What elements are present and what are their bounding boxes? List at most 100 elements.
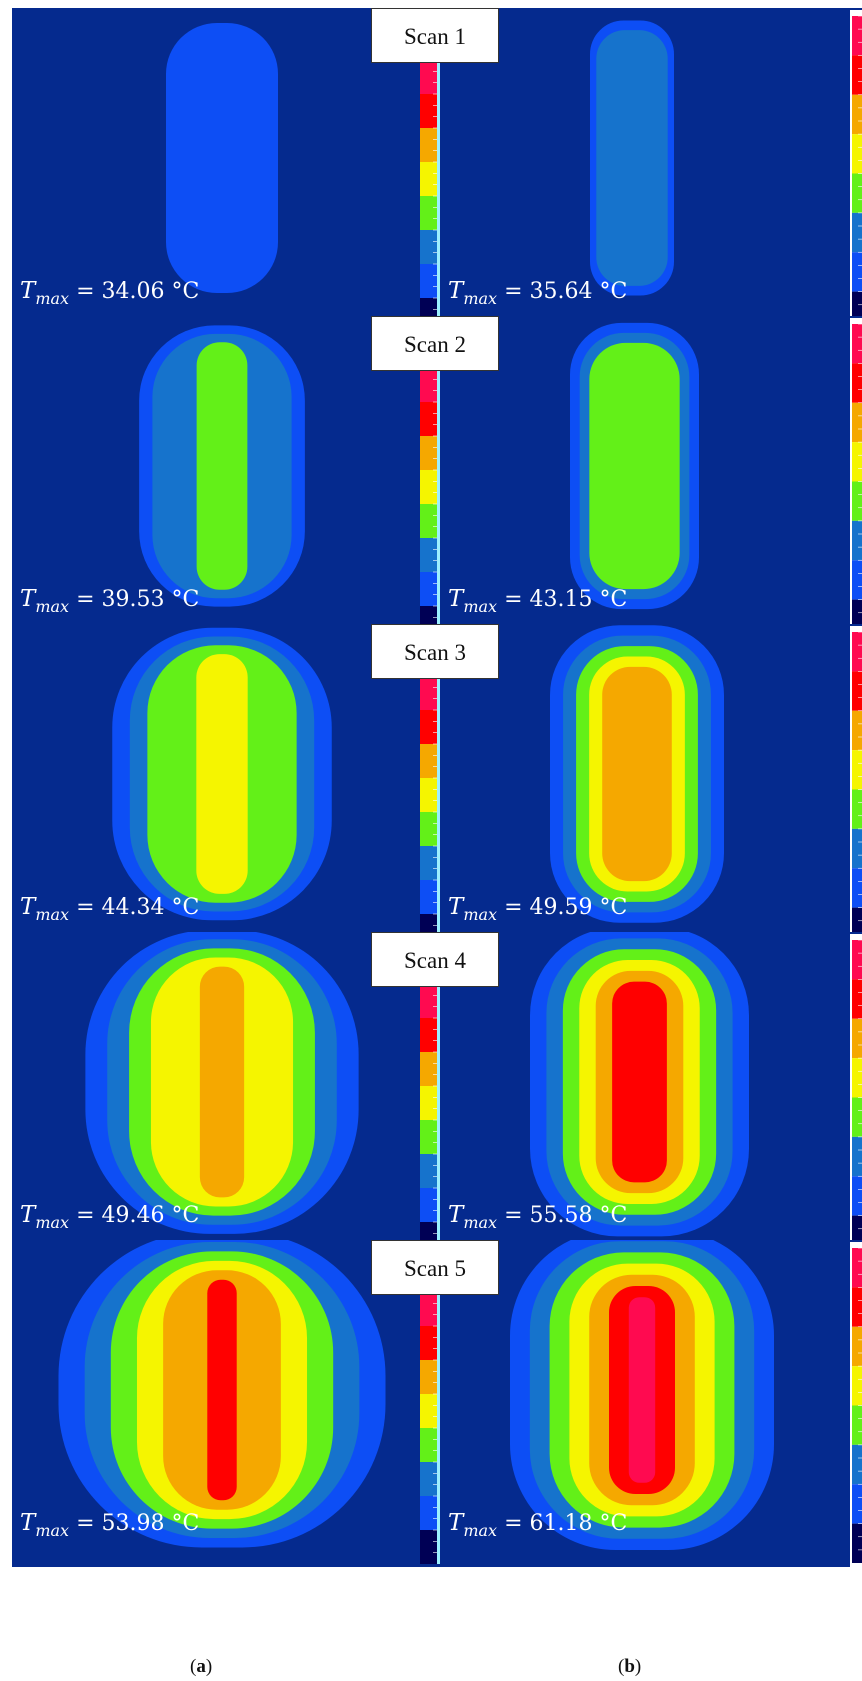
right-colorbar-segment [852, 1484, 862, 1524]
left-tmax-label: Tmax = 53.98 °C [20, 1510, 200, 1540]
center-colorbar-segment [420, 538, 437, 572]
right-colorbar-segment [852, 599, 862, 639]
scan-label: Scan 4 [371, 932, 499, 987]
left-tmax-label: Tmax = 34.06 °C [20, 278, 200, 308]
center-colorbar-segment [420, 1530, 437, 1564]
center-colorbar-edge [437, 368, 440, 640]
right-colorbar-segment [852, 979, 862, 1019]
right-colorbar-segment [852, 671, 862, 711]
center-colorbar-segment [420, 196, 437, 230]
center-colorbar-segment [420, 162, 437, 196]
right-colorbar-segment [852, 1444, 862, 1485]
right-tmax-label: Tmax = 49.59 °C [448, 894, 628, 924]
left-heat-level [196, 342, 248, 590]
thermal-scan-panel: Scan 1 Tmax = 34.06 °C Tmax = 35.64 °C [12, 8, 862, 335]
thermal-scan-panel: Scan 4 Tmax = 49.46 °C Tmax = 55.58 °C [12, 932, 862, 1259]
right-colorbar-segment [852, 1097, 862, 1137]
center-colorbar-segment [420, 470, 437, 504]
right-heat-level [612, 981, 667, 1183]
right-colorbar-segment [852, 520, 862, 561]
scan-label: Scan 1 [371, 8, 499, 63]
center-colorbar-segment [420, 368, 437, 402]
thermal-scan-panel: Scan 5 Tmax = 53.98 °C Tmax = 61.18 °C [12, 1240, 862, 1567]
center-colorbar-segment [420, 1188, 437, 1222]
right-colorbar-segment [852, 55, 862, 95]
right-colorbar-segment [852, 1523, 862, 1563]
center-colorbar-segment [420, 812, 437, 846]
center-colorbar-segment [420, 1394, 437, 1428]
center-colorbar-segment [420, 676, 437, 710]
right-tmax-label: Tmax = 43.15 °C [448, 586, 628, 616]
scan-label: Scan 5 [371, 1240, 499, 1295]
right-colorbar-segment [852, 1136, 862, 1177]
right-colorbar-segment [852, 212, 862, 253]
center-colorbar-edge [437, 60, 440, 332]
left-tmax-label: Tmax = 44.34 °C [20, 894, 200, 924]
caption-a: (a) [190, 1656, 213, 1677]
thermal-image [112, 625, 862, 951]
center-colorbar-segment [420, 1326, 437, 1360]
right-colorbar-segment [852, 1058, 862, 1098]
right-colorbar-segment [852, 402, 862, 443]
thermal-image [166, 10, 862, 335]
right-colorbar-segment [852, 1287, 862, 1327]
right-colorbar-segment [852, 632, 862, 672]
center-colorbar-segment [420, 1120, 437, 1154]
right-tmax-label: Tmax = 61.18 °C [448, 1510, 628, 1540]
scan-label: Scan 3 [371, 624, 499, 679]
thermal-image [139, 318, 862, 643]
right-heat-level [628, 1297, 656, 1483]
center-colorbar-segment [420, 846, 437, 880]
right-colorbar-segment [852, 94, 862, 135]
right-colorbar-segment [852, 363, 862, 403]
left-tmax-label: Tmax = 39.53 °C [20, 586, 200, 616]
right-colorbar-segment [852, 291, 862, 331]
center-colorbar-segment [420, 880, 437, 914]
center-colorbar-segment [420, 230, 437, 264]
right-heat-level [602, 666, 672, 882]
right-colorbar-segment [852, 907, 862, 947]
center-colorbar-segment [420, 1496, 437, 1530]
right-colorbar-segment [852, 1176, 862, 1216]
center-colorbar-segment [420, 402, 437, 436]
caption-b: (b) [618, 1656, 642, 1677]
right-colorbar-segment [852, 16, 862, 56]
right-colorbar-segment [852, 1215, 862, 1255]
center-colorbar-segment [420, 94, 437, 128]
center-colorbar-edge [437, 984, 440, 1256]
thermal-image [58, 1240, 862, 1567]
center-colorbar-segment [420, 710, 437, 744]
thermal-scan-panel: Scan 2 Tmax = 39.53 °C Tmax = 43.15 °C [12, 316, 862, 643]
right-colorbar-segment [852, 1405, 862, 1445]
thermal-scan-panel: Scan 3 Tmax = 44.34 °C Tmax = 49.59 °C [12, 624, 862, 951]
right-colorbar-segment [852, 828, 862, 869]
right-colorbar-segment [852, 324, 862, 364]
center-colorbar-segment [420, 778, 437, 812]
right-colorbar-segment [852, 940, 862, 980]
left-heat-level [207, 1279, 237, 1501]
right-colorbar-segment [852, 1366, 862, 1406]
right-colorbar-segment [852, 710, 862, 751]
center-colorbar-segment [420, 504, 437, 538]
right-colorbar-segment [852, 442, 862, 482]
left-tmax-label: Tmax = 49.46 °C [20, 1202, 200, 1232]
right-tmax-label: Tmax = 35.64 °C [448, 278, 628, 308]
center-colorbar-segment [420, 1462, 437, 1496]
right-colorbar-segment [852, 868, 862, 908]
right-colorbar-segment [852, 1018, 862, 1059]
center-colorbar-edge [437, 1292, 440, 1564]
center-colorbar-segment [420, 128, 437, 162]
right-colorbar-segment [852, 252, 862, 292]
right-heat-level [589, 342, 680, 590]
thermal-image [85, 932, 862, 1259]
right-colorbar-segment [852, 134, 862, 174]
right-colorbar-segment [852, 1248, 862, 1288]
right-colorbar-segment [852, 789, 862, 829]
center-colorbar-segment [420, 436, 437, 470]
center-colorbar-segment [420, 1086, 437, 1120]
center-colorbar-segment [420, 744, 437, 778]
right-heat-level [596, 30, 668, 286]
scan-label: Scan 2 [371, 316, 499, 371]
right-colorbar-segment [852, 481, 862, 521]
center-colorbar-edge [437, 676, 440, 948]
